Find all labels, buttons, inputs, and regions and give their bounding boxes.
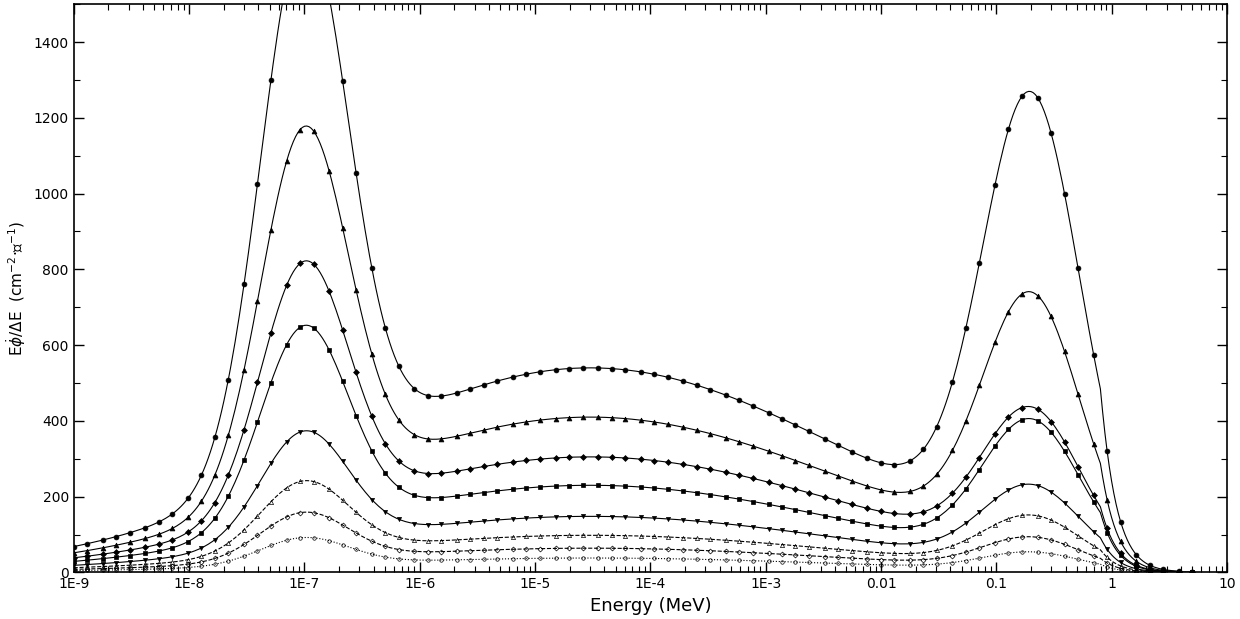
Y-axis label: E$\dot{\phi}$/$\Delta$E  (cm$^{-2}$·最$^{-1}$): E$\dot{\phi}$/$\Delta$E (cm$^{-2}$·最$^{-… bbox=[4, 220, 29, 356]
X-axis label: Energy (MeV): Energy (MeV) bbox=[589, 597, 711, 615]
